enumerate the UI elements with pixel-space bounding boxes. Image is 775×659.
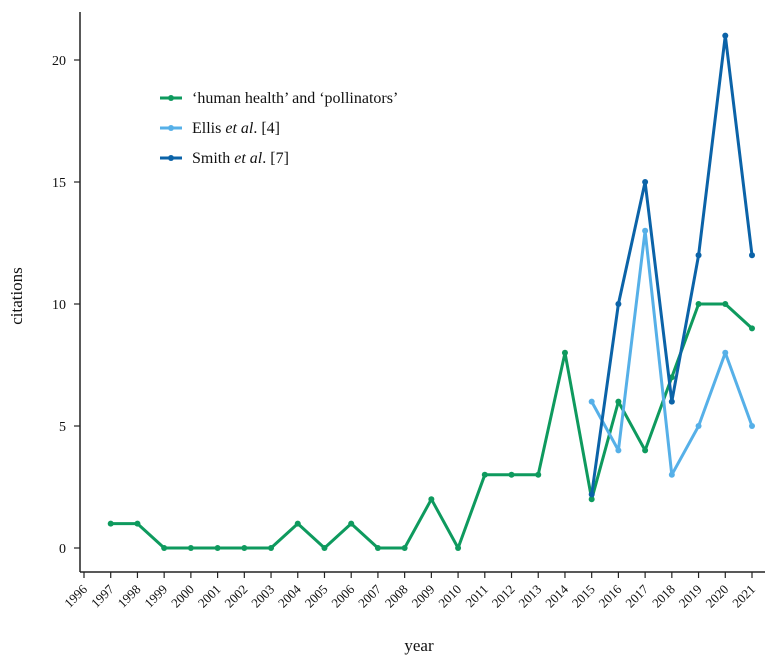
legend-label-part: et al (234, 150, 263, 167)
legend-marker-3 (168, 155, 174, 161)
series-1-point (161, 545, 168, 551)
x-tick-label: 2009 (408, 582, 437, 611)
series-1-point (428, 496, 435, 503)
y-axis-title: citations (7, 267, 26, 325)
legend-label-part: . [4] (253, 120, 280, 137)
x-tick-label: 2019 (676, 582, 705, 611)
x-tick-label: 2002 (221, 582, 250, 611)
series-1-point (294, 520, 301, 527)
series-2-point (588, 398, 595, 405)
series-3-point (695, 252, 702, 259)
series-1-point (642, 447, 649, 454)
x-tick-label: 2006 (328, 581, 357, 610)
series-1-point (214, 545, 221, 551)
x-tick-label: 2020 (702, 582, 731, 611)
series-1-point (722, 301, 729, 307)
x-tick-label: 2000 (168, 582, 197, 611)
legend-marker-2 (168, 125, 174, 131)
series-2-point (695, 423, 702, 429)
x-tick-label: 2011 (462, 582, 491, 611)
series-2-point (722, 349, 729, 356)
series-1-point (321, 545, 328, 551)
series-3-point (722, 32, 729, 39)
x-tick-label: 1999 (141, 582, 170, 611)
series-3-point (615, 301, 622, 307)
legend-label-part: . [7] (262, 150, 289, 167)
series-2-point (668, 471, 675, 478)
y-ticks: 0 5 10 15 20 (52, 54, 80, 557)
series-layer (107, 32, 755, 551)
y-tick-label: 15 (52, 176, 66, 191)
x-tick-label: 2008 (382, 582, 411, 611)
x-tick-label: 1997 (88, 581, 117, 610)
series-line-3 (590, 34, 754, 496)
series-1-point (749, 325, 755, 332)
series-3-point (642, 179, 649, 185)
x-tick-label: 1996 (61, 581, 90, 610)
series-2-point (615, 447, 622, 454)
y-tick-label: 5 (59, 420, 66, 435)
legend-marker-1 (168, 95, 174, 101)
series-1-point (561, 349, 568, 356)
series-1-point (348, 520, 355, 527)
x-tick-label: 2016 (596, 581, 625, 610)
series-2-point (642, 227, 649, 234)
series-1-point (268, 545, 275, 551)
x-tick-label: 2010 (435, 582, 464, 611)
series-1-point (455, 545, 462, 551)
series-2-point (749, 423, 755, 429)
legend-label-3: Smith et al. [7] (192, 150, 289, 167)
series-1-point (241, 545, 248, 551)
series-1-point (107, 520, 114, 527)
legend-label-part: Smith (192, 150, 234, 167)
series-3-point (749, 252, 755, 259)
series-3-point (668, 398, 675, 405)
x-ticks: 1996199719981999200020012002200320042005… (61, 572, 758, 611)
x-tick-label: 2017 (622, 581, 651, 610)
x-tick-label: 2001 (195, 582, 224, 611)
x-tick-label: 2007 (355, 581, 384, 610)
series-1-point (187, 545, 194, 551)
x-tick-label: 2013 (515, 582, 544, 611)
series-1-point (374, 545, 381, 551)
legend-label-1: ‘human health’ and ‘pollinators’ (192, 90, 398, 107)
legend-label-2: Ellis et al. [4] (192, 120, 280, 137)
series-1-point (535, 471, 542, 478)
series-1-point (695, 301, 702, 307)
series-1-point (401, 545, 408, 551)
series-1-point (134, 520, 141, 527)
x-tick-label: 2021 (729, 582, 758, 611)
series-1-point (588, 496, 595, 503)
x-tick-label: 2012 (489, 582, 518, 611)
x-tick-label: 2018 (649, 582, 678, 611)
y-tick-label: 10 (52, 298, 66, 313)
y-tick-label: 0 (59, 542, 66, 557)
x-tick-label: 2003 (248, 582, 277, 611)
legend-label-part: Ellis (192, 120, 225, 137)
legend-label-part: et al (225, 120, 254, 137)
series-1-point (481, 471, 488, 478)
series-1-point (615, 398, 622, 405)
x-tick-label: 2014 (542, 581, 571, 610)
y-tick-label: 20 (52, 54, 66, 69)
x-tick-label: 2005 (302, 582, 331, 611)
series-1-point (508, 471, 515, 478)
x-tick-label: 1998 (115, 582, 144, 611)
x-axis-title: year (404, 636, 434, 655)
legend: ‘human health’ and ‘pollinators’ Ellis et… (160, 90, 398, 167)
x-tick-label: 2015 (569, 582, 598, 611)
series-3-point (588, 491, 595, 498)
x-tick-label: 2004 (275, 581, 304, 610)
